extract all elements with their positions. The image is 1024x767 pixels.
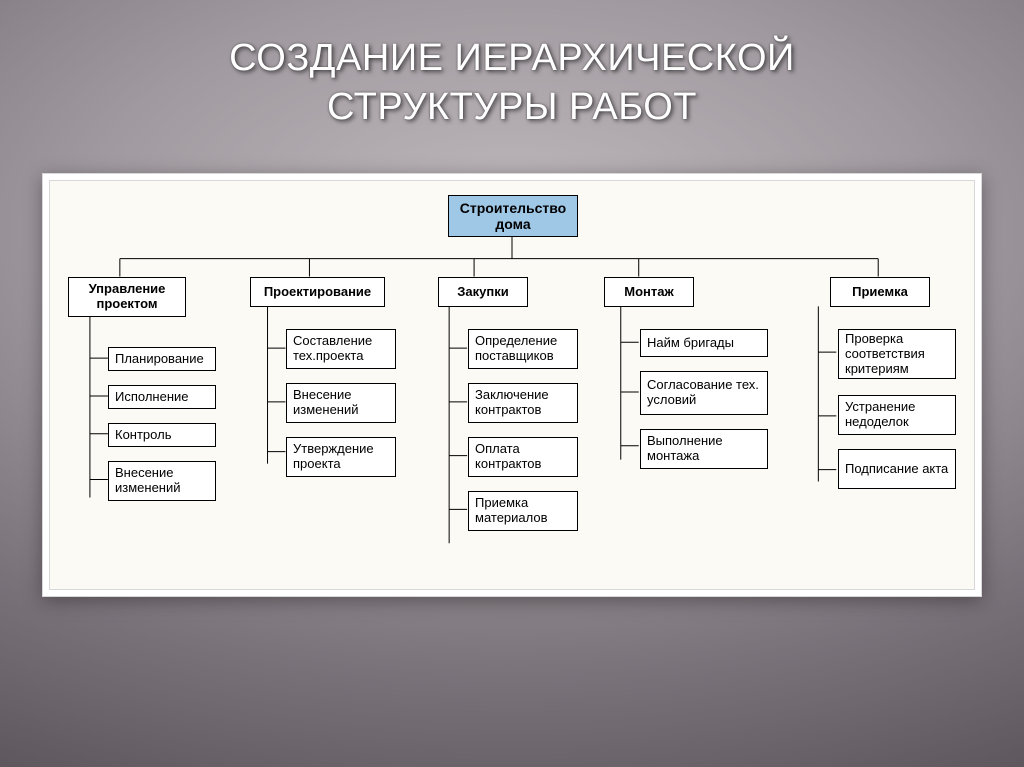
leaf-1-0: Составление тех.проекта — [286, 329, 396, 369]
leaf-0-2: Контроль — [108, 423, 216, 447]
root-node: Строительство дома — [448, 195, 578, 237]
branch-head-1: Проектирование — [250, 277, 385, 307]
title-line-1: СОЗДАНИЕ ИЕРАРХИЧЕСКОЙ — [229, 37, 795, 79]
title-line-2: СТРУКТУРЫ РАБОТ — [327, 86, 697, 128]
branch-head-4: Приемка — [830, 277, 930, 307]
leaf-2-2: Оплата контрактов — [468, 437, 578, 477]
leaf-1-2: Утверждение проекта — [286, 437, 396, 477]
leaf-3-2: Выполнение монтажа — [640, 429, 768, 469]
leaf-4-1: Устранение недоделок — [838, 395, 956, 435]
leaf-2-0: Определение поставщиков — [468, 329, 578, 369]
leaf-1-1: Внесение изменений — [286, 383, 396, 423]
diagram-outer-panel: Строительство дома Управление проектом П… — [42, 173, 982, 597]
branch-head-2: Закупки — [438, 277, 528, 307]
leaf-2-3: Приемка материалов — [468, 491, 578, 531]
leaf-0-0: Планирование — [108, 347, 216, 371]
slide-title: СОЗДАНИЕ ИЕРАРХИЧЕСКОЙ СТРУКТУРЫ РАБОТ — [229, 34, 795, 131]
diagram-panel: Строительство дома Управление проектом П… — [49, 180, 975, 590]
leaf-4-0: Проверка соответствия критериям — [838, 329, 956, 379]
leaf-4-2: Подписание акта — [838, 449, 956, 489]
branch-head-0: Управление проектом — [68, 277, 186, 317]
leaf-3-1: Согласование тех. условий — [640, 371, 768, 415]
leaf-0-1: Исполнение — [108, 385, 216, 409]
branch-head-3: Монтаж — [604, 277, 694, 307]
leaf-0-3: Внесение изменений — [108, 461, 216, 501]
leaf-3-0: Найм бригады — [640, 329, 768, 357]
leaf-2-1: Заключение контрактов — [468, 383, 578, 423]
